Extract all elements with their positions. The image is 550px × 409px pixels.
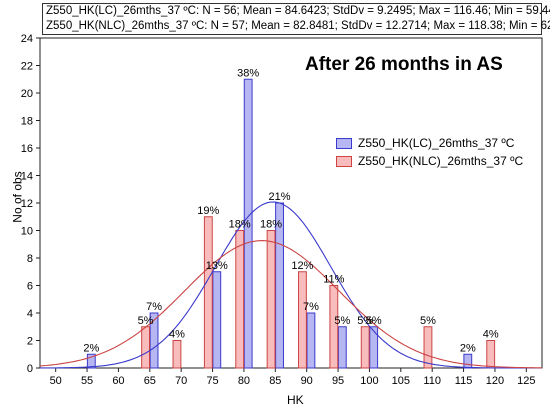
data-label: 19% <box>197 205 219 217</box>
bar-nlc <box>172 340 182 369</box>
legend-item-nlc: Z550_HK(NLC)_26mths_37 ºC <box>336 152 523 170</box>
data-label: 5% <box>357 315 373 327</box>
y-axis-label: No of obs <box>10 171 25 223</box>
bar-lc <box>306 312 316 369</box>
x-tick-label: 105 <box>392 375 410 387</box>
fit-curve-nlc <box>39 240 542 369</box>
legend-item-lc: Z550_HK(LC)_26mths_37 ºC <box>336 134 523 152</box>
plot-frame <box>39 37 543 369</box>
y-tick-label: 14 <box>21 171 33 183</box>
data-label: 5% <box>420 315 436 327</box>
stats-box: Z550_HK(LC)_26mths_37 ºC: N = 56; Mean =… <box>42 3 550 35</box>
bar-nlc <box>298 271 307 369</box>
data-label: 5% <box>138 315 154 327</box>
legend-swatch-nlc <box>336 155 352 167</box>
x-tick-label: 50 <box>50 375 62 387</box>
data-label: 18% <box>260 219 282 231</box>
bar-nlc <box>266 230 276 369</box>
bar-lc <box>337 326 347 369</box>
data-label: 18% <box>229 219 251 231</box>
x-tick-label: 65 <box>144 375 156 387</box>
bar-nlc <box>423 326 433 369</box>
data-label: 7% <box>146 301 162 313</box>
bar-lc <box>149 312 159 369</box>
bar-nlc <box>329 285 339 369</box>
data-label: 11% <box>323 274 344 286</box>
stats-line-nlc: Z550_HK(NLC)_26mths_37 ºC: N = 57; Mean … <box>46 20 550 32</box>
data-label: 13% <box>206 260 228 272</box>
x-tick-label: 80 <box>238 375 250 387</box>
y-tick-label: 20 <box>21 88 33 100</box>
x-tick-label: 75 <box>206 375 218 387</box>
y-tick-label: 22 <box>21 61 33 73</box>
x-tick-label: 100 <box>360 375 378 387</box>
data-label: 2% <box>460 342 476 354</box>
x-tick-label: 70 <box>175 375 187 387</box>
x-tick-label: 115 <box>455 375 473 387</box>
bar-lc <box>86 353 96 369</box>
data-label: 7% <box>303 301 319 313</box>
data-label: 38% <box>237 67 259 79</box>
bar-lc <box>243 78 253 369</box>
y-tick-label: 8 <box>27 253 33 265</box>
bar-lc <box>463 353 473 369</box>
x-tick-label: 90 <box>301 375 313 387</box>
y-tick-label: 10 <box>21 226 33 238</box>
bar-nlc <box>360 326 370 369</box>
chart-headline: After 26 months in AS <box>305 54 503 75</box>
y-tick-label: 0 <box>27 363 33 375</box>
data-label: 4% <box>483 329 499 341</box>
y-tick-label: 12 <box>21 198 33 210</box>
x-tick-label: 60 <box>112 375 124 387</box>
x-tick-label: 85 <box>269 375 281 387</box>
x-tick-label: 120 <box>486 375 504 387</box>
y-tick-label: 4 <box>27 308 33 320</box>
y-tick-label: 2 <box>27 336 33 348</box>
data-label: 2% <box>83 342 99 354</box>
data-label: 4% <box>169 329 185 341</box>
legend: Z550_HK(LC)_26mths_37 ºC Z550_HK(NLC)_26… <box>336 134 523 170</box>
bar-nlc <box>235 230 245 369</box>
x-tick-label: 110 <box>423 375 441 387</box>
x-tick-label: 95 <box>332 375 344 387</box>
data-label: 5% <box>334 315 350 327</box>
y-tick-label: 16 <box>21 143 33 155</box>
data-label: 12% <box>291 260 313 272</box>
data-label: 5% <box>366 315 382 327</box>
bar-lc <box>212 271 222 369</box>
x-tick-label: 55 <box>81 375 93 387</box>
bar-nlc <box>203 216 213 369</box>
y-tick-label: 18 <box>21 116 33 128</box>
bar-lc <box>369 326 379 369</box>
data-label: 21% <box>269 191 291 203</box>
stats-line-lc: Z550_HK(LC)_26mths_37 ºC: N = 56; Mean =… <box>46 5 550 17</box>
fit-curve-lc <box>40 201 542 369</box>
bar-nlc <box>486 340 496 369</box>
legend-swatch-lc <box>336 137 352 149</box>
x-tick-label: 125 <box>517 375 535 387</box>
legend-label-lc: Z550_HK(LC)_26mths_37 ºC <box>358 136 515 150</box>
bar-nlc <box>141 326 150 369</box>
y-tick-label: 24 <box>21 33 33 45</box>
y-tick-label: 6 <box>27 281 33 293</box>
legend-label-nlc: Z550_HK(NLC)_26mths_37 ºC <box>358 154 524 168</box>
x-axis-label: HK <box>287 393 304 407</box>
